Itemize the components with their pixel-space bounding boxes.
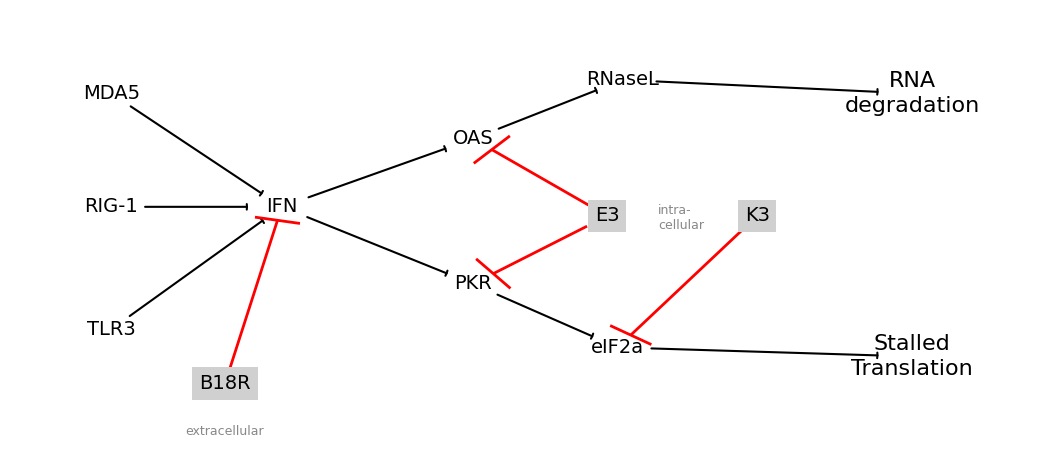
Text: MDA5: MDA5 [83, 84, 140, 103]
Text: IFN: IFN [266, 197, 297, 216]
Text: B18R: B18R [199, 374, 250, 393]
Text: eIF2a: eIF2a [591, 338, 644, 357]
Text: intra-
cellular: intra- cellular [658, 204, 704, 232]
Text: TLR3: TLR3 [87, 320, 136, 339]
Text: K3: K3 [745, 207, 770, 225]
Text: extracellular: extracellular [186, 425, 264, 438]
Text: RNA
degradation: RNA degradation [845, 71, 980, 116]
Text: Stalled
Translation: Stalled Translation [851, 334, 974, 379]
Text: RIG-1: RIG-1 [84, 197, 138, 216]
Text: OAS: OAS [453, 129, 494, 148]
Text: PKR: PKR [454, 274, 491, 293]
Text: E3: E3 [595, 207, 619, 225]
Text: RNaseL: RNaseL [586, 70, 660, 90]
